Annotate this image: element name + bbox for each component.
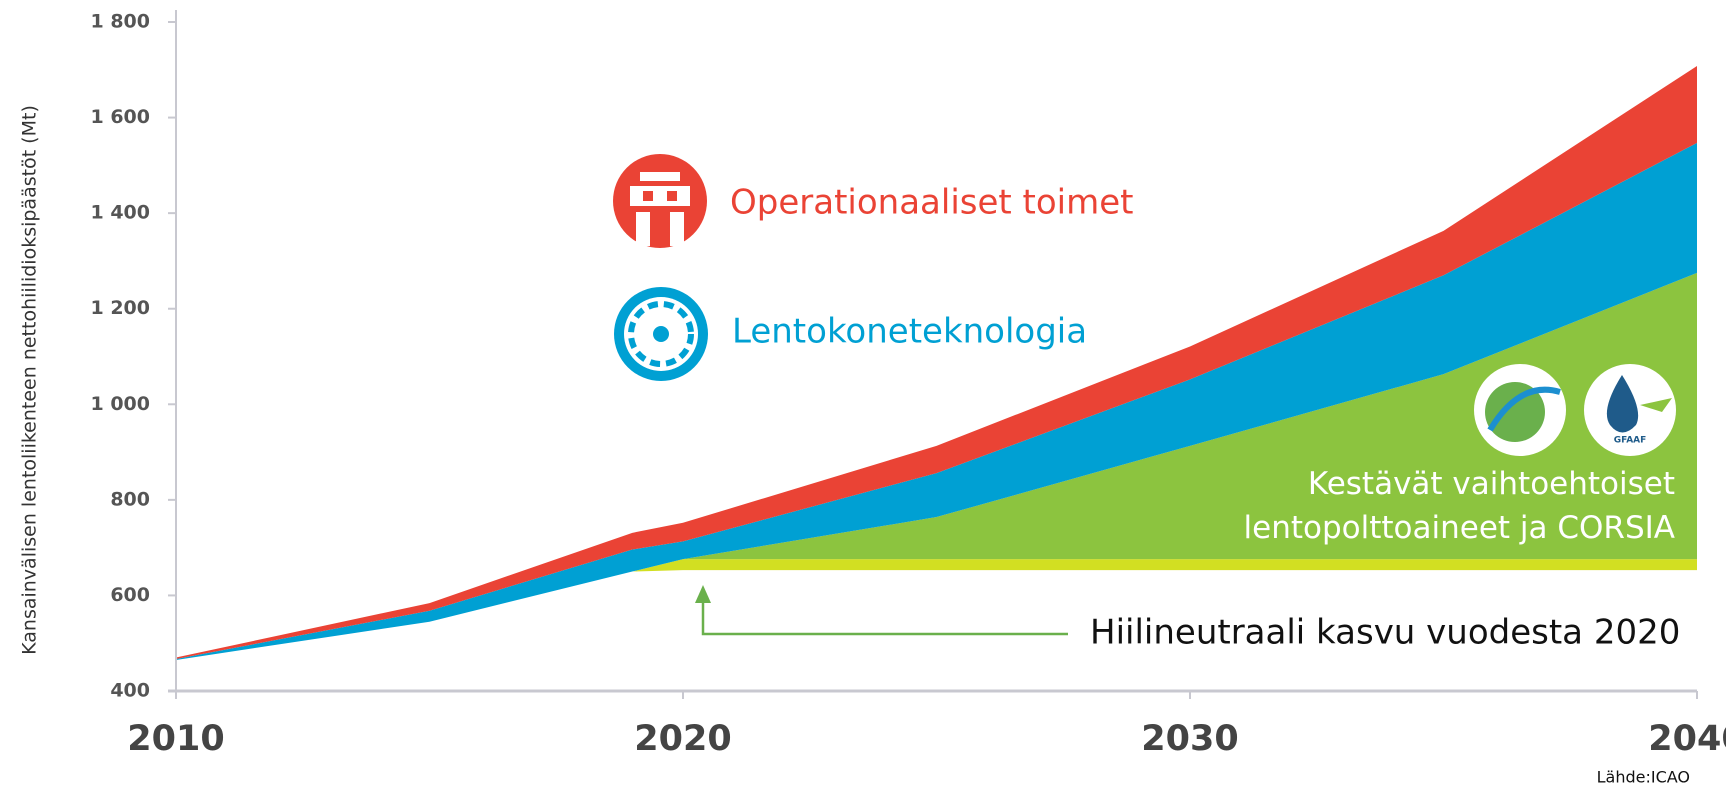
x-tick-label: 2030 (1141, 719, 1238, 759)
x-tick-label: 2020 (634, 719, 731, 759)
series-label: Operationaaliset toimet (730, 183, 1133, 223)
x-tick-label: 2040 (1648, 719, 1726, 759)
x-tick-label: 2010 (127, 719, 224, 759)
y-tick-label: 1 800 (91, 11, 151, 33)
svg-text:GFAAF: GFAAF (1614, 436, 1647, 446)
y-axis-label: Kansainvälisen lentoliikenteen nettohiil… (19, 105, 41, 655)
technology-icon (614, 287, 708, 381)
series-label: Kestävät vaihtoehtoiset lentopolttoainee… (1243, 466, 1675, 546)
y-tick-label: 800 (110, 488, 150, 510)
source: Lähde:ICAO (1597, 768, 1690, 787)
y-tick-label: 1 400 (91, 202, 151, 224)
y-tick-label: 1 600 (91, 106, 151, 128)
y-tick-label: 1 200 (91, 297, 151, 319)
y-tick-label: 600 (110, 584, 150, 606)
area (176, 272, 1697, 660)
y-tick-label: 1 000 (91, 393, 151, 415)
annotation-arrow (695, 585, 1068, 636)
series-label: Lentokoneteknologia (732, 312, 1087, 352)
annotation: Hiilineutraali kasvu vuodesta 2020 (1090, 613, 1680, 653)
area (176, 559, 1697, 660)
areas (176, 65, 1697, 660)
operations-icon (613, 154, 707, 248)
y-tick-label: 400 (110, 680, 150, 702)
saf-icons: GFAAF (1474, 364, 1676, 456)
